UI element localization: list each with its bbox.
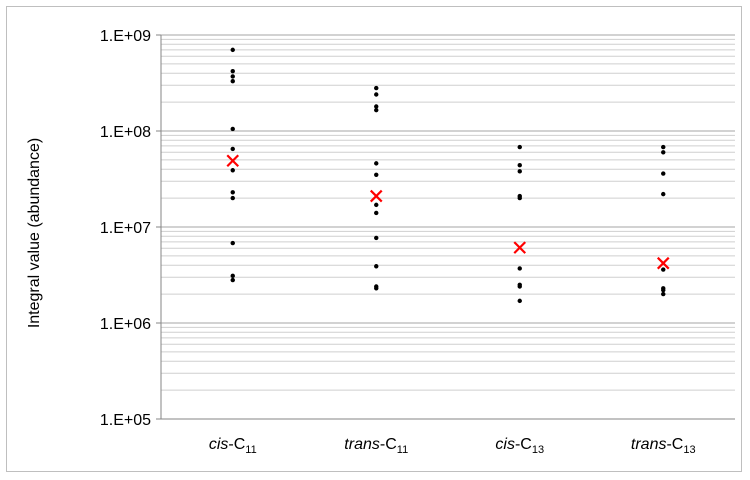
data-point — [374, 85, 379, 91]
data-point — [374, 210, 379, 216]
data-point — [374, 172, 379, 177]
data-point — [374, 104, 379, 109]
data-point — [517, 266, 522, 271]
mean-marker-stroke — [369, 189, 383, 203]
mean-marker-stroke — [513, 241, 527, 254]
x-category-label: cis-C13 — [495, 436, 544, 456]
grid-layer — [161, 34, 735, 420]
axis-layer: 1.E+09 1.E+08 1.E+07 1.E+06 1.E+05 cis-C11 tra… — [100, 28, 735, 456]
data-point — [374, 286, 379, 291]
chart-frame: 1.E+09 1.E+08 1.E+07 1.E+06 1.E+05 cis-C11 tra… — [6, 6, 742, 472]
data-point — [661, 144, 666, 150]
data-point — [230, 47, 235, 53]
data-point — [517, 169, 522, 174]
data-point — [374, 107, 379, 113]
data-point — [230, 126, 235, 132]
mean-marker-stroke — [656, 256, 670, 270]
data-point — [230, 240, 235, 246]
data-point — [230, 277, 235, 283]
data-point — [661, 150, 666, 155]
data-point — [374, 161, 379, 166]
mean-marker — [513, 241, 527, 254]
data-point — [230, 79, 235, 84]
data-point — [374, 235, 379, 241]
data-point — [517, 298, 522, 304]
data-point — [230, 190, 235, 195]
data-point — [374, 92, 379, 97]
data-point — [374, 202, 379, 208]
y-axis-title: Integral value (abundance) — [26, 138, 43, 328]
data-point — [230, 74, 235, 79]
chart-plot: 1.E+09 1.E+08 1.E+07 1.E+06 1.E+05 cis-C11 tra… — [26, 28, 735, 456]
data-point — [661, 287, 666, 293]
x-category-label: trans-C13 — [631, 436, 696, 456]
data-point — [230, 168, 235, 173]
x-category-label: cis-C11 — [209, 436, 257, 456]
mean-marker-stroke — [226, 154, 240, 168]
data-point — [661, 267, 666, 272]
data-point — [374, 264, 379, 269]
data-point — [517, 195, 522, 201]
data-point — [661, 171, 666, 176]
y-tick-label: 1.E+09 — [100, 28, 151, 45]
y-tick-label: 1.E+06 — [100, 316, 151, 333]
y-tick-label: 1.E+07 — [100, 220, 151, 237]
x-category-label: trans-C11 — [344, 436, 408, 456]
data-point — [517, 284, 522, 289]
data-point — [661, 191, 666, 197]
data-point — [517, 144, 522, 150]
data-point — [230, 68, 235, 74]
data-point — [230, 195, 235, 201]
data-point — [230, 146, 235, 152]
data-point — [661, 291, 666, 297]
data-layer — [226, 47, 670, 304]
data-point — [517, 163, 522, 168]
mean-marker — [369, 189, 383, 203]
y-tick-label: 1.E+05 — [100, 412, 151, 429]
data-point — [230, 273, 235, 279]
mean-marker — [656, 256, 670, 270]
mean-marker — [226, 154, 240, 168]
y-tick-label: 1.E+08 — [100, 124, 151, 141]
